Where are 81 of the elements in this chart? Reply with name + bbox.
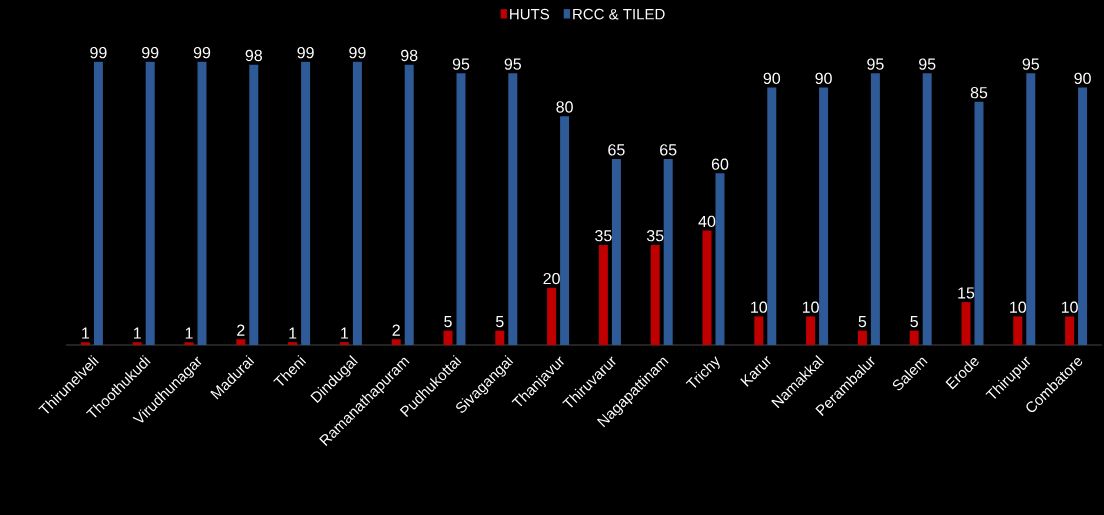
data-label: 15 bbox=[958, 287, 975, 299]
data-label: 2 bbox=[392, 324, 400, 336]
data-label: 5 bbox=[910, 316, 918, 328]
legend-label: RCC & TILED bbox=[573, 8, 665, 20]
bar bbox=[456, 73, 466, 345]
bar bbox=[249, 64, 259, 345]
data-label: 2 bbox=[237, 324, 245, 336]
data-label: 5 bbox=[858, 316, 867, 328]
bar bbox=[806, 316, 816, 345]
bar bbox=[352, 61, 362, 345]
bar bbox=[93, 61, 103, 345]
bar bbox=[961, 302, 971, 345]
bar bbox=[909, 330, 919, 345]
bar bbox=[1078, 87, 1088, 345]
data-label: 20 bbox=[543, 272, 560, 285]
bar bbox=[870, 73, 880, 345]
data-label: 85 bbox=[970, 87, 988, 99]
bar bbox=[547, 287, 557, 345]
bar bbox=[650, 244, 660, 345]
bar bbox=[1013, 316, 1023, 345]
data-label: 60 bbox=[711, 158, 729, 170]
bar bbox=[754, 316, 764, 345]
bar bbox=[1065, 316, 1075, 345]
bar bbox=[715, 173, 725, 345]
bar bbox=[922, 73, 932, 345]
data-label: 65 bbox=[660, 144, 677, 156]
data-label: 1 bbox=[185, 327, 193, 339]
bar bbox=[611, 159, 621, 345]
data-label: 99 bbox=[349, 46, 366, 59]
data-label: 90 bbox=[1074, 72, 1091, 85]
bar bbox=[663, 159, 673, 345]
data-label: 99 bbox=[90, 46, 107, 59]
data-label: 90 bbox=[763, 72, 781, 85]
data-label: 98 bbox=[401, 49, 418, 62]
bar bbox=[974, 101, 984, 345]
bar bbox=[560, 116, 570, 345]
bar bbox=[404, 64, 414, 345]
bar bbox=[598, 244, 608, 345]
data-label: 10 bbox=[802, 301, 819, 313]
data-label: 95 bbox=[1022, 58, 1039, 70]
data-label: 35 bbox=[646, 230, 664, 242]
data-label: 1 bbox=[289, 327, 297, 339]
bar bbox=[145, 61, 155, 345]
data-label: 98 bbox=[245, 49, 262, 62]
bar bbox=[236, 339, 246, 345]
bar bbox=[702, 230, 712, 345]
data-label: 95 bbox=[867, 58, 884, 70]
data-label: 95 bbox=[504, 58, 522, 70]
data-label: 1 bbox=[82, 327, 90, 339]
data-label: 5 bbox=[495, 316, 504, 328]
data-label: 90 bbox=[815, 72, 832, 85]
bar bbox=[391, 339, 401, 345]
data-label: 10 bbox=[751, 301, 768, 313]
data-label: 10 bbox=[1061, 301, 1078, 313]
data-label: 35 bbox=[595, 230, 612, 242]
bar bbox=[288, 342, 298, 345]
bar bbox=[1026, 73, 1036, 345]
bar bbox=[508, 73, 518, 345]
legend-label: HUTS bbox=[510, 8, 550, 20]
bar bbox=[767, 87, 777, 345]
data-label: 99 bbox=[297, 46, 314, 59]
data-label: 40 bbox=[698, 215, 716, 228]
bar bbox=[339, 342, 349, 345]
bar bbox=[80, 342, 90, 345]
data-label: 65 bbox=[608, 144, 625, 156]
bar bbox=[857, 330, 867, 345]
bar bbox=[132, 342, 142, 345]
data-label: 95 bbox=[452, 58, 470, 70]
bar bbox=[819, 87, 829, 345]
bar bbox=[495, 330, 505, 345]
data-label: 1 bbox=[341, 327, 349, 339]
data-label: 95 bbox=[919, 58, 936, 70]
bar bbox=[301, 61, 311, 345]
data-label: 99 bbox=[193, 46, 211, 59]
data-label: 99 bbox=[142, 46, 159, 59]
data-label: 1 bbox=[133, 327, 141, 339]
data-label: 80 bbox=[556, 101, 573, 113]
bar bbox=[184, 342, 194, 345]
data-label: 10 bbox=[1010, 301, 1027, 313]
data-label: 5 bbox=[444, 316, 452, 328]
bar bbox=[443, 330, 453, 345]
